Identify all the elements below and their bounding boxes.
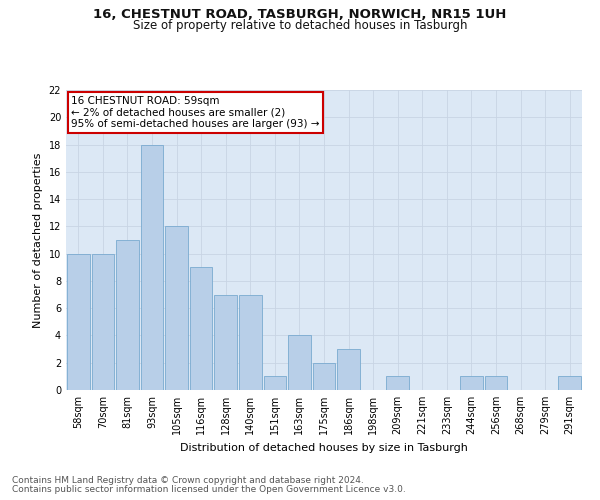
Bar	[386, 376, 409, 390]
Bar	[92, 254, 114, 390]
Text: Contains public sector information licensed under the Open Government Licence v3: Contains public sector information licen…	[12, 485, 406, 494]
Bar	[190, 268, 212, 390]
Bar	[239, 294, 262, 390]
Bar	[140, 144, 163, 390]
Bar	[485, 376, 508, 390]
Bar	[165, 226, 188, 390]
X-axis label: Distribution of detached houses by size in Tasburgh: Distribution of detached houses by size …	[180, 442, 468, 452]
Text: 16 CHESTNUT ROAD: 59sqm
← 2% of detached houses are smaller (2)
95% of semi-deta: 16 CHESTNUT ROAD: 59sqm ← 2% of detached…	[71, 96, 320, 129]
Y-axis label: Number of detached properties: Number of detached properties	[33, 152, 43, 328]
Bar	[214, 294, 237, 390]
Bar	[559, 376, 581, 390]
Bar	[460, 376, 483, 390]
Text: 16, CHESTNUT ROAD, TASBURGH, NORWICH, NR15 1UH: 16, CHESTNUT ROAD, TASBURGH, NORWICH, NR…	[94, 8, 506, 20]
Text: Size of property relative to detached houses in Tasburgh: Size of property relative to detached ho…	[133, 18, 467, 32]
Text: Contains HM Land Registry data © Crown copyright and database right 2024.: Contains HM Land Registry data © Crown c…	[12, 476, 364, 485]
Bar	[288, 336, 311, 390]
Bar	[337, 349, 360, 390]
Bar	[313, 362, 335, 390]
Bar	[67, 254, 89, 390]
Bar	[116, 240, 139, 390]
Bar	[263, 376, 286, 390]
